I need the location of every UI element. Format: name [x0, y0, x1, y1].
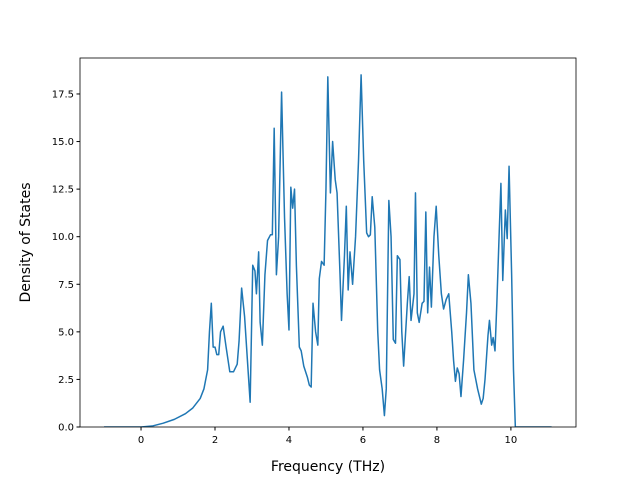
x-tick-label: 4	[286, 435, 292, 446]
y-axis-label: Density of States	[18, 183, 34, 303]
y-tick-label: 7.5	[58, 280, 74, 291]
x-tick-label: 6	[360, 435, 366, 446]
y-tick-label: 0.0	[58, 423, 74, 434]
y-tick-label: 15.0	[52, 137, 74, 148]
y-tick-label: 17.5	[52, 89, 74, 100]
plot-frame	[79, 57, 577, 428]
x-tick-label: 8	[434, 435, 440, 446]
x-tick-label: 2	[212, 435, 218, 446]
data-line	[104, 74, 552, 427]
y-tick-label: 5.0	[58, 327, 74, 338]
x-axis-label: Frequency (THz)	[271, 459, 385, 475]
y-tick-label: 2.5	[58, 375, 74, 386]
y-tick-label: 10.0	[52, 232, 74, 243]
x-tick-label: 0	[138, 435, 144, 446]
x-tick-label: 10	[505, 435, 518, 446]
y-tick-label: 12.5	[52, 185, 74, 196]
